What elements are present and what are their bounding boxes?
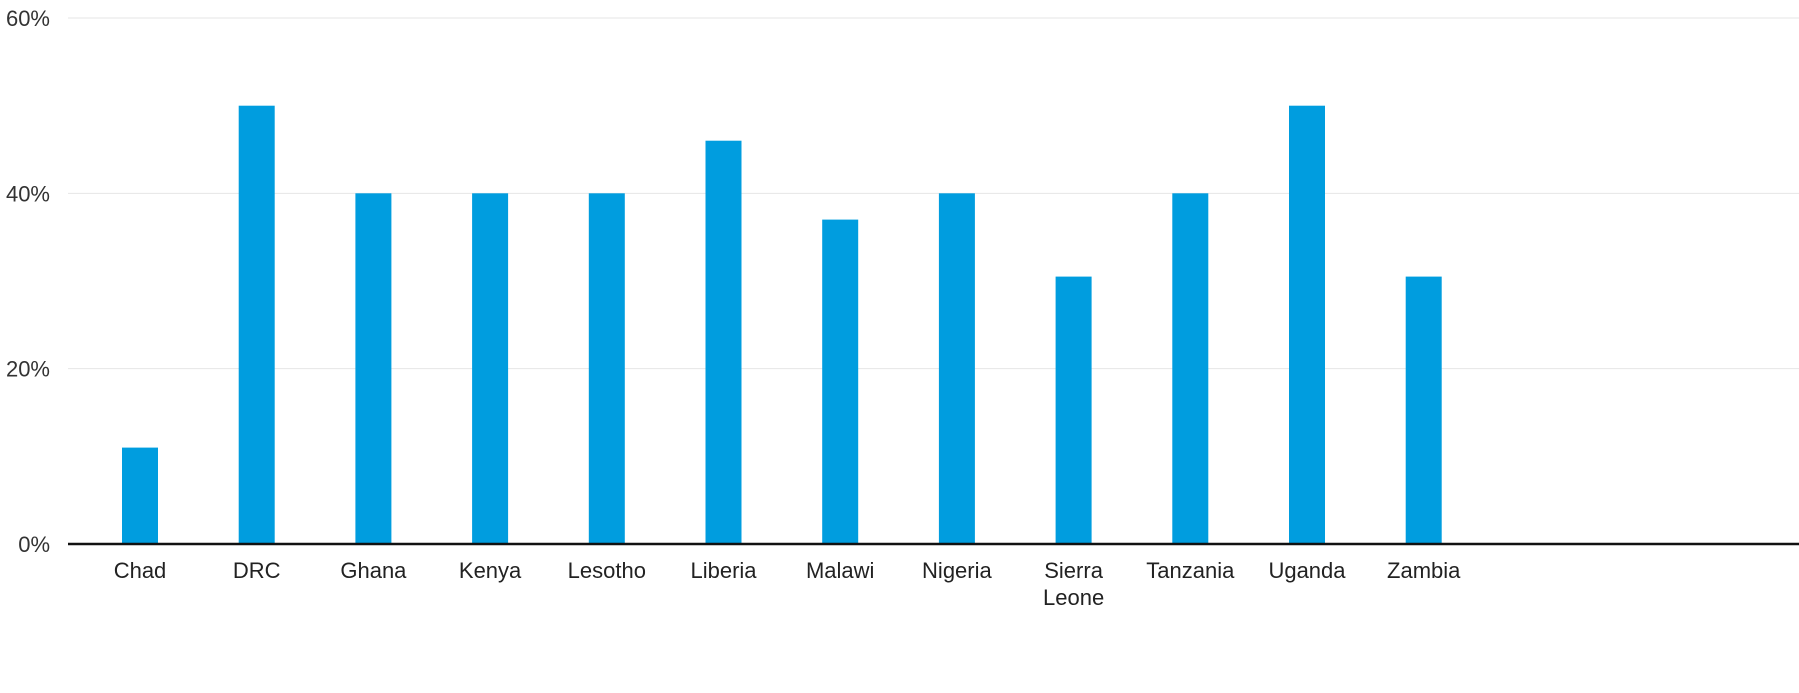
bar-zambia <box>1405 276 1442 544</box>
bar-lesotho <box>588 193 625 545</box>
category-label-zambia: Zambia <box>1387 558 1461 583</box>
category-label-drc: DRC <box>233 558 281 583</box>
category-label-uganda: Uganda <box>1268 558 1346 583</box>
category-label-liberia: Liberia <box>690 558 757 583</box>
category-label-tanzania: Tanzania <box>1146 558 1235 583</box>
bar-malawi <box>822 219 859 544</box>
x-axis-category-labels: Chad DRC Ghana Kenya Lesotho Liberia Malawi Nig… <box>114 558 1461 610</box>
bar-drc <box>238 105 275 544</box>
category-label-nigeria: Nigeria <box>922 558 992 583</box>
y-axis-tick-labels: 0% 20% 40% 60% <box>6 6 50 557</box>
bar-tanzania <box>1172 193 1209 545</box>
category-label-ghana: Ghana <box>340 558 407 583</box>
bar-nigeria <box>938 193 975 545</box>
gridlines <box>68 17 1799 370</box>
bar-sierra-leone <box>1055 276 1092 544</box>
bar-chad <box>122 447 158 544</box>
bar-kenya <box>472 193 509 545</box>
bar-ghana <box>355 193 392 545</box>
bars <box>122 105 1442 545</box>
category-label-malawi: Malawi <box>806 558 874 583</box>
y-tick-label: 0% <box>18 532 50 557</box>
y-tick-label: 60% <box>6 6 50 31</box>
category-label-lesotho: Lesotho <box>568 558 646 583</box>
bar-uganda <box>1289 105 1325 544</box>
category-label-kenya: Kenya <box>459 558 522 583</box>
category-label-sierra-leone: Sierra Leone <box>1043 558 1104 610</box>
y-tick-label: 20% <box>6 357 50 382</box>
bar-liberia <box>705 140 742 544</box>
y-tick-label: 40% <box>6 181 50 206</box>
category-label-chad: Chad <box>114 558 167 583</box>
